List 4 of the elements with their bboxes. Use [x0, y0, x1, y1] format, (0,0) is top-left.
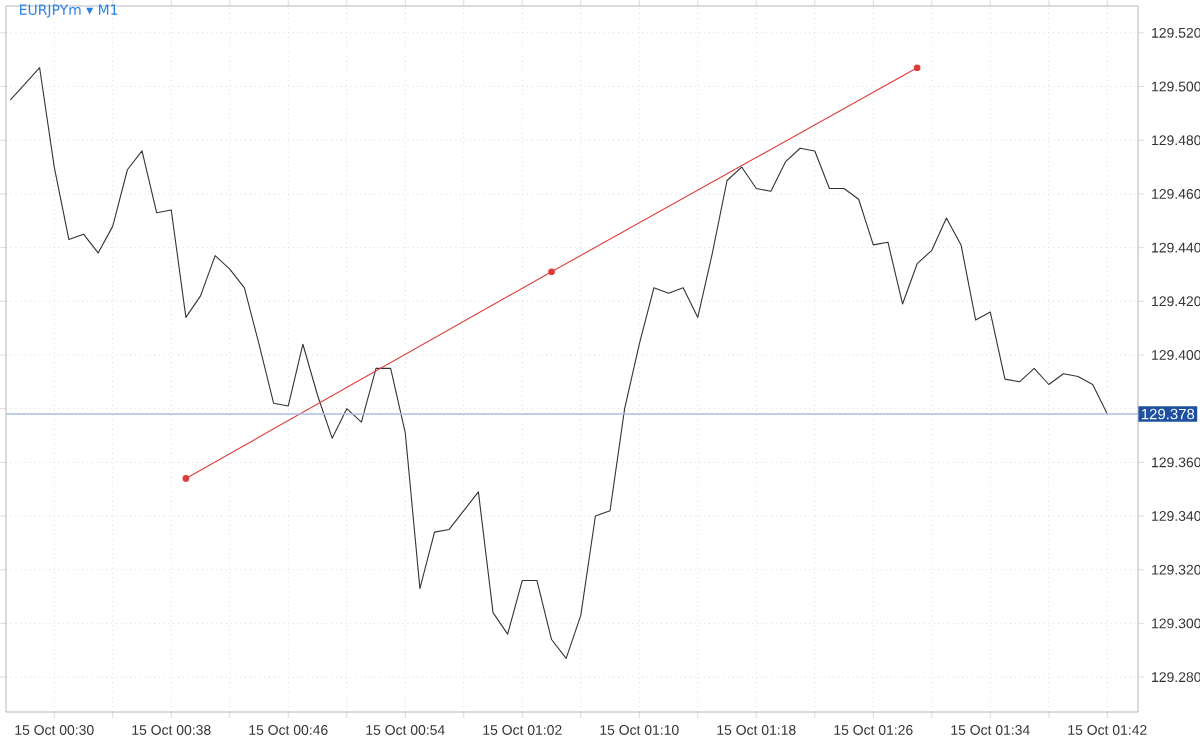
point	[913, 64, 921, 72]
point	[182, 475, 190, 482]
point	[548, 268, 555, 276]
line-series	[9, 67, 1108, 659]
